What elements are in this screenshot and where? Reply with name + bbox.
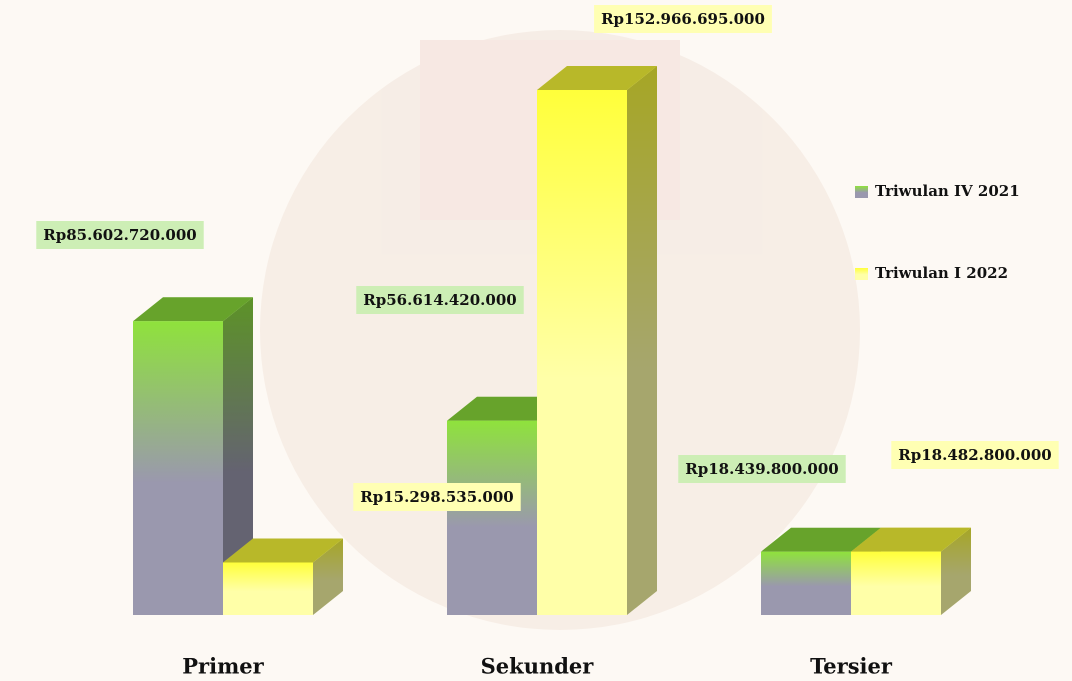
value-label-bg: [891, 441, 1059, 469]
bar-top: [761, 527, 881, 552]
bar-side: [627, 66, 657, 615]
value-label-bg: [353, 483, 521, 511]
bar-top: [851, 527, 971, 552]
value-label: Rp56.614.420.000: [363, 291, 516, 309]
legend-label: Triwulan I 2022: [875, 264, 1008, 282]
bar-side-shade: [627, 66, 657, 615]
bar: [133, 321, 223, 615]
value-label: Rp18.482.800.000: [898, 446, 1051, 464]
bar-side-shade: [941, 527, 971, 615]
bar-side: [223, 297, 253, 615]
bar-top-shade: [761, 527, 881, 552]
bar-side-shade: [313, 538, 343, 615]
legend-swatch: [855, 268, 868, 280]
bar: [851, 551, 941, 615]
bar-side: [313, 538, 343, 615]
value-label: Rp18.439.800.000: [685, 460, 838, 478]
value-label: Rp152.966.695.000: [601, 10, 765, 28]
x-tick-label: Primer: [182, 654, 264, 679]
value-label: Rp15.298.535.000: [360, 488, 513, 506]
value-label-bg: [678, 455, 846, 483]
bar: [537, 90, 627, 615]
bar-top: [223, 538, 343, 563]
bar: [761, 551, 851, 615]
bar-top: [537, 66, 657, 90]
value-label-bg: [594, 5, 772, 33]
bar-top-shade: [537, 66, 657, 90]
value-label-bg: [36, 221, 204, 249]
bar-top-shade: [133, 297, 253, 322]
bar-top-shade: [851, 527, 971, 552]
x-tick-label: Sekunder: [481, 654, 595, 679]
value-label: Rp85.602.720.000: [43, 226, 196, 244]
bar: [447, 420, 537, 615]
legend-swatch: [855, 186, 868, 198]
x-tick-label: Tersier: [810, 654, 893, 679]
bar: [223, 562, 313, 615]
bar-top-shade: [223, 538, 343, 563]
legend-label: Triwulan IV 2021: [875, 182, 1020, 200]
value-label-bg: [356, 286, 524, 314]
bar-side-shade: [223, 297, 253, 615]
bar-top: [133, 297, 253, 322]
bar-side: [941, 527, 971, 615]
